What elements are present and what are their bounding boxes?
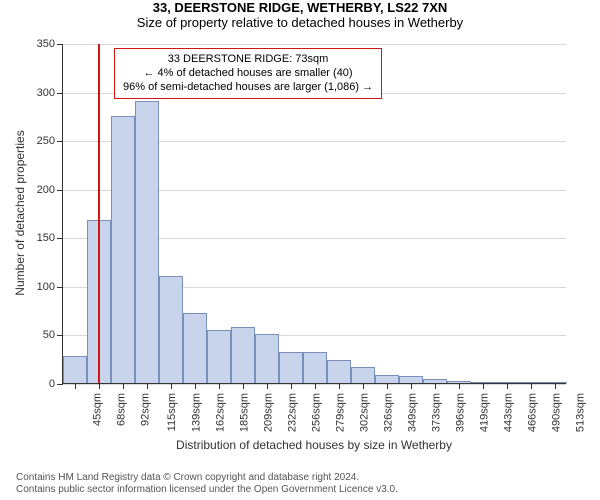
x-tick-label: 279sqm [335, 393, 347, 432]
bar [279, 352, 303, 383]
x-tick-label: 419sqm [479, 393, 491, 432]
x-tick [339, 383, 340, 389]
bar [399, 376, 423, 383]
x-tick [555, 383, 556, 389]
bar [303, 352, 327, 383]
y-tick-label: 100 [37, 281, 63, 293]
x-tick [75, 383, 76, 389]
annotation-box: 33 DEERSTONE RIDGE: 73sqm← 4% of detache… [114, 48, 382, 99]
x-tick-label: 466sqm [527, 393, 539, 432]
x-tick [195, 383, 196, 389]
x-tick-label: 513sqm [575, 393, 587, 432]
footer-line-2: Contains public sector information licen… [16, 484, 398, 496]
y-tick-label: 300 [37, 87, 63, 99]
x-tick-label: 185sqm [239, 393, 251, 432]
x-tick-label: 256sqm [311, 393, 323, 432]
y-tick-label: 0 [49, 378, 63, 390]
annotation-line: 33 DEERSTONE RIDGE: 73sqm [123, 53, 373, 67]
annotation-line: ← 4% of detached houses are smaller (40) [123, 67, 373, 81]
x-tick [411, 383, 412, 389]
x-tick [315, 383, 316, 389]
x-tick-label: 443sqm [503, 393, 515, 432]
bar [255, 334, 279, 383]
x-tick-label: 349sqm [407, 393, 419, 432]
bar [135, 101, 159, 383]
x-tick [387, 383, 388, 389]
x-tick [123, 383, 124, 389]
x-tick [219, 383, 220, 389]
footer-line-1: Contains HM Land Registry data © Crown c… [16, 472, 398, 484]
bar [351, 367, 375, 383]
x-tick-label: 115sqm [166, 393, 178, 431]
x-tick [363, 383, 364, 389]
x-tick [267, 383, 268, 389]
bar [231, 327, 255, 383]
y-tick-label: 200 [37, 184, 63, 196]
y-tick-label: 350 [37, 38, 63, 50]
x-tick-label: 45sqm [92, 393, 104, 426]
bar [375, 375, 399, 383]
bar [63, 356, 87, 383]
x-tick-label: 326sqm [383, 393, 395, 432]
footer: Contains HM Land Registry data © Crown c… [16, 472, 398, 496]
x-tick [99, 383, 100, 389]
x-tick-label: 396sqm [455, 393, 467, 432]
x-tick-label: 209sqm [263, 393, 275, 432]
y-tick-label: 150 [37, 232, 63, 244]
y-tick-label: 50 [43, 329, 63, 341]
gridline [63, 44, 566, 45]
x-tick [483, 383, 484, 389]
annotation-line: 96% of semi-detached houses are larger (… [123, 81, 373, 95]
bar [111, 116, 135, 383]
x-tick-label: 232sqm [287, 393, 299, 432]
x-tick [459, 383, 460, 389]
y-tick-label: 250 [37, 135, 63, 147]
x-tick-label: 139sqm [191, 393, 203, 432]
x-tick [171, 383, 172, 389]
bar [183, 313, 207, 383]
x-tick [507, 383, 508, 389]
marker-line [98, 44, 100, 383]
bar [159, 276, 183, 383]
x-tick-label: 92sqm [140, 393, 152, 426]
x-tick-label: 162sqm [215, 393, 227, 432]
x-tick-label: 490sqm [551, 393, 563, 432]
bar [327, 360, 351, 383]
x-tick [291, 383, 292, 389]
chart-subtitle: Size of property relative to detached ho… [0, 15, 600, 30]
x-tick [531, 383, 532, 389]
x-tick [243, 383, 244, 389]
x-tick [147, 383, 148, 389]
bar [207, 330, 231, 383]
x-tick-label: 68sqm [116, 393, 128, 426]
x-axis-label: Distribution of detached houses by size … [176, 438, 452, 452]
chart-title: 33, DEERSTONE RIDGE, WETHERBY, LS22 7XN [0, 0, 600, 15]
y-axis-label: Number of detached properties [13, 43, 27, 383]
x-tick-label: 373sqm [431, 393, 443, 432]
x-tick [435, 383, 436, 389]
x-tick-label: 302sqm [359, 393, 371, 432]
